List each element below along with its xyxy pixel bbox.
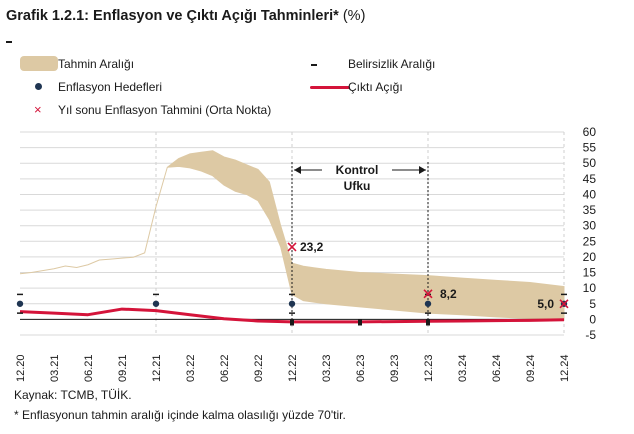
unit-label: (%) [342, 8, 366, 24]
x-tick-label: 06.22 [219, 354, 231, 382]
legend-forecast-label: Yıl sonu Enflasyon Tahmini (Orta Nokta) [58, 103, 272, 117]
y-tick-label: 35 [583, 203, 597, 217]
y-tick-label: 30 [583, 219, 597, 233]
x-tick-label: 12.20 [15, 354, 27, 382]
control-arrowhead-left [294, 166, 301, 174]
legend-output-gap-label: Çıktı Açığı [348, 80, 403, 94]
x-tick-label: 03.23 [321, 354, 333, 382]
legend-band-label: Tahmin Aralığı [58, 57, 135, 71]
x-tick-label: 09.23 [389, 354, 401, 382]
x-tick-label: 12.21 [151, 354, 163, 382]
inflation-target-dot [288, 300, 296, 307]
x-tick-label: 09.24 [525, 354, 537, 382]
legend-output-gap-swatch [310, 86, 350, 89]
y-tick-label: 50 [583, 156, 597, 170]
x-tick-label: 12.23 [423, 354, 435, 382]
y-tick-label: -5 [585, 328, 596, 342]
horizon-marker [290, 319, 294, 326]
legend-forecast-swatch: × [34, 102, 42, 117]
y-tick-label: 5 [589, 297, 596, 311]
x-tick-label: 06.23 [355, 354, 367, 382]
y-tick-label: 20 [583, 250, 597, 264]
legend-uncertainty-swatch [311, 64, 317, 66]
y-tick-label: 0 [589, 312, 596, 326]
forecast-value-label: 5,0 [537, 297, 554, 311]
x-tick-label: 03.21 [49, 354, 61, 382]
y-tick-label: 55 [583, 141, 597, 155]
y-tick-label: 60 [583, 125, 597, 139]
probability-note: * Enflasyonun tahmin aralığı içinde kalm… [14, 408, 346, 422]
x-tick-label: 09.21 [117, 354, 129, 382]
horizon-marker [426, 319, 430, 326]
x-tick-label: 03.22 [185, 354, 197, 382]
y-tick-label: 45 [583, 172, 597, 186]
x-tick-label: 03.24 [457, 354, 469, 382]
forecast-marker [559, 299, 569, 309]
x-tick-label: 06.24 [491, 354, 503, 382]
inflation-target-dot [152, 300, 160, 307]
x-tick-label: 09.22 [253, 354, 265, 382]
y-tick-label: 10 [583, 281, 597, 295]
y-tick-label: 25 [583, 234, 597, 248]
control-horizon-label: Kontrol [336, 163, 379, 177]
x-tick-label: 12.22 [287, 354, 299, 382]
horizon-marker [358, 319, 362, 326]
x-tick-label: 06.21 [83, 354, 95, 382]
source-note: Kaynak: TCMB, TÜİK. [14, 388, 132, 402]
y-tick-label: 40 [583, 187, 597, 201]
chart-title: Grafik 1.2.1: Enflasyon ve Çıktı Açığı T… [6, 8, 366, 24]
control-arrowhead-right [419, 166, 426, 174]
control-horizon-label: Ufku [344, 179, 371, 193]
forecast-value-label: 8,2 [440, 287, 457, 301]
legend-target-label: Enflasyon Hedefleri [58, 80, 163, 94]
forecast-marker [423, 289, 433, 299]
legend-uncertainty-label: Belirsizlik Aralığı [348, 57, 436, 71]
y-tick-label: 15 [583, 266, 597, 280]
inflation-target-dot [16, 300, 24, 307]
forecast-marker [287, 242, 297, 252]
legend-band-swatch [20, 56, 58, 71]
legend-target-swatch [35, 83, 42, 90]
x-tick-label: 12.24 [559, 354, 571, 382]
title-underline-mark [6, 41, 12, 43]
forecast-value-label: 23,2 [300, 240, 324, 254]
inflation-target-dot [424, 300, 432, 307]
